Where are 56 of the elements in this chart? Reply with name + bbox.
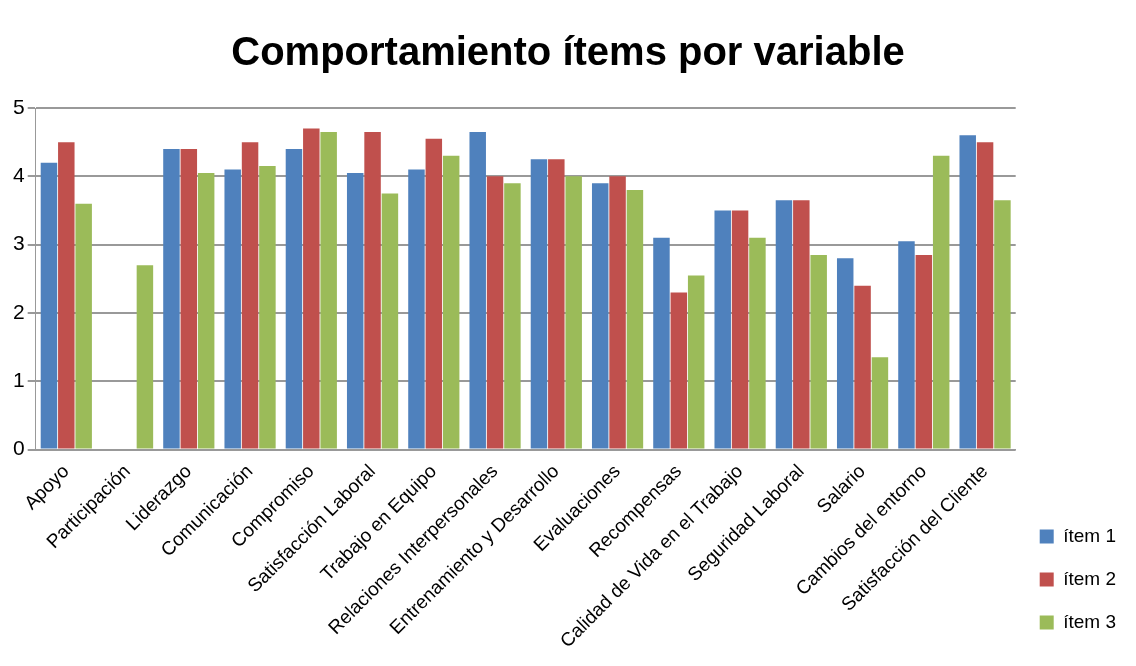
bar	[381, 193, 399, 449]
bar	[854, 285, 871, 449]
legend-label: ítem 3	[1063, 610, 1117, 632]
bar	[994, 200, 1011, 449]
bar	[836, 258, 854, 449]
bar	[626, 189, 644, 449]
bar	[136, 265, 154, 449]
chart-title: Comportamiento ítems por variable	[231, 29, 905, 74]
bar	[530, 159, 548, 449]
bar	[58, 142, 75, 449]
bar	[303, 128, 320, 449]
bar	[976, 142, 994, 449]
bar	[241, 142, 259, 449]
bar	[749, 237, 766, 449]
bar	[259, 166, 276, 449]
y-tick-label: 0	[12, 436, 25, 460]
bar	[180, 148, 198, 449]
bar	[714, 210, 731, 449]
y-tick-label: 4	[12, 163, 25, 187]
y-tick-label: 5	[12, 94, 25, 118]
bar	[75, 203, 92, 449]
bar	[504, 183, 521, 449]
bar	[320, 131, 337, 449]
bar	[871, 357, 889, 449]
bar	[408, 169, 425, 449]
bar	[898, 241, 915, 449]
bar	[775, 200, 793, 449]
bar	[731, 210, 749, 449]
bar	[40, 162, 58, 449]
y-tick-label: 2	[12, 299, 25, 323]
bar	[442, 155, 460, 449]
legend-label: ítem 1	[1063, 524, 1117, 546]
bar	[591, 183, 609, 449]
bar	[163, 148, 180, 449]
bar	[670, 292, 688, 449]
bar	[565, 176, 582, 449]
y-tick-label: 1	[12, 368, 25, 392]
bar	[285, 148, 303, 449]
bar	[548, 159, 565, 449]
bar	[932, 155, 950, 449]
bar	[224, 169, 241, 449]
bar	[687, 275, 705, 449]
bar	[810, 254, 827, 449]
y-tick-label: 3	[12, 231, 25, 255]
bar	[486, 176, 504, 449]
bar	[346, 172, 364, 449]
bar	[915, 254, 933, 449]
bar	[609, 176, 626, 449]
legend-label: ítem 2	[1063, 567, 1117, 589]
bar	[959, 135, 976, 449]
bar	[469, 131, 486, 449]
bar	[364, 131, 381, 449]
bar	[793, 200, 810, 449]
bar	[653, 237, 670, 449]
bar	[197, 172, 215, 449]
bar	[425, 138, 443, 449]
